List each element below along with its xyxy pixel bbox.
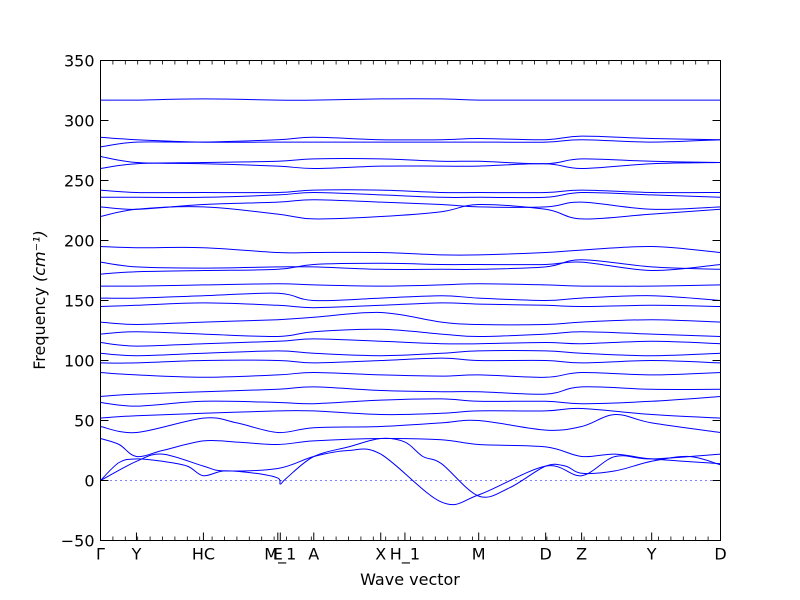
y-tick-label: 300	[64, 112, 95, 131]
phonon-band-13	[100, 311, 721, 326]
phonon-band-6	[100, 396, 721, 407]
phonon-band-18	[100, 259, 721, 270]
phonon-band-16	[100, 283, 721, 287]
y-tick-label: 0	[84, 472, 94, 491]
y-tick-label: 250	[64, 172, 95, 191]
y-axis-title-text: Frequency	[30, 287, 49, 370]
y-tick-label: 350	[64, 52, 95, 71]
x-tick-label: Y	[131, 545, 142, 564]
phonon-band-5	[100, 407, 721, 419]
phonon-band-21	[100, 199, 721, 210]
phonon-band-11	[100, 338, 721, 347]
phonon-band-27	[100, 136, 721, 143]
x-tick-label: HC	[192, 545, 215, 564]
phonon-band-4	[100, 413, 721, 434]
x-tick-label: A	[308, 545, 319, 564]
x-tick-label: Y	[646, 545, 657, 564]
x-tick-label: M	[472, 545, 486, 564]
phonon-band-3	[100, 437, 721, 465]
phonon-band-10	[100, 350, 721, 357]
phonon-band-28	[100, 98, 721, 101]
x-tick-label: H_1	[390, 545, 420, 565]
phonon-band-15	[100, 292, 721, 302]
x-tick-label: Γ	[96, 545, 105, 564]
y-axis-title-unit: (cm⁻¹)	[30, 230, 49, 282]
phonon-band-23	[100, 189, 721, 194]
y-axis-ticks: −50 0 50 100 150 200 250 300 350	[61, 52, 721, 551]
phonon-band-2	[100, 448, 721, 506]
phonon-band-8	[100, 371, 721, 378]
phonon-band-20	[100, 203, 721, 220]
x-tick-label: X	[375, 545, 386, 564]
x-axis-ticks: Γ Y HC EM_1 A X H_1 M D Z Y D	[96, 60, 727, 565]
y-tick-label: −50	[61, 532, 95, 551]
x-tick-label: Z	[576, 545, 587, 564]
phonon-band-9	[100, 357, 721, 364]
y-tick-label: 200	[64, 232, 95, 251]
x-tick-label: M_1	[264, 545, 296, 565]
y-tick-label: 150	[64, 292, 95, 311]
phonon-band-25	[100, 156, 721, 170]
phonon-band-19	[100, 245, 721, 256]
phonon-band-12	[100, 328, 721, 338]
x-tick-label: D	[539, 545, 551, 564]
x-tick-label: D	[714, 545, 726, 564]
phonon-band-24	[100, 158, 721, 169]
phonon-band-17	[100, 261, 721, 275]
phonon-band-14	[100, 302, 721, 309]
phonon-band-1	[100, 437, 721, 498]
plot-frame	[100, 60, 721, 541]
y-tick-label: 100	[64, 352, 95, 371]
phonon-band-22	[100, 191, 721, 199]
x-axis-title: Wave vector	[360, 570, 460, 589]
y-tick-label: 50	[74, 412, 94, 431]
x-tick-label: E	[273, 545, 283, 564]
phonon-band-7	[100, 386, 721, 397]
y-axis-title: Frequency (cm⁻¹)	[30, 230, 49, 369]
plot-area	[100, 98, 721, 506]
